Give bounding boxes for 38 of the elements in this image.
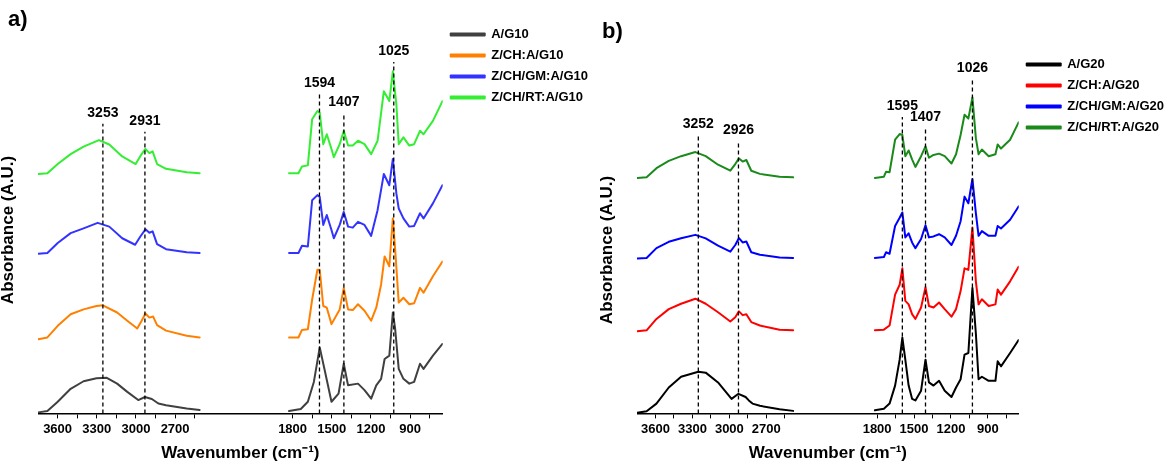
x-tick-label: 1200: [936, 420, 966, 436]
x-tick-label: 2700: [751, 420, 781, 436]
legend-label: Z/CH/RT:A/G20: [1067, 119, 1159, 135]
x-tick-label: 3000: [714, 420, 744, 436]
x-tick-label: 1800: [862, 420, 892, 436]
ref-line-label: 1026: [956, 59, 989, 76]
legend-label: Z/CH/GM:A/G10: [491, 68, 589, 84]
x-tick-label: 1800: [278, 420, 308, 436]
legend-label: Z/CH:A/G20: [1067, 77, 1140, 93]
x-tick-label: 3600: [641, 420, 670, 436]
x-tick-label: 1500: [899, 420, 929, 436]
y-axis-title: Absorbance (A.U.): [597, 175, 617, 325]
chart-title: a): [8, 6, 28, 32]
ref-line-label: 3253: [87, 103, 119, 120]
legend-label: Z/CH:A/G10: [491, 47, 564, 63]
x-tick-label: 3300: [677, 420, 707, 436]
ref-line-label: 1594: [303, 74, 336, 91]
ref-line-label: 1407: [328, 93, 360, 110]
legend-label: Z/CH/GM:A/G20: [1067, 98, 1165, 114]
x-axis-title: Wavenumber (cm⁻¹): [748, 442, 908, 462]
ref-line-label: 2931: [129, 111, 161, 128]
x-tick-label: 1200: [356, 420, 386, 436]
ref-line-label: 1025: [378, 41, 410, 58]
x-tick-label: 1500: [317, 420, 347, 436]
ref-line-label: 3252: [682, 115, 715, 132]
legend-label: A/G20: [1067, 56, 1105, 72]
ref-line-label: 2926: [722, 121, 755, 138]
legend-label: A/G10: [491, 26, 529, 42]
x-tick-label: 3300: [82, 420, 112, 436]
x-axis-title: Wavenumber (cm⁻¹): [161, 442, 320, 462]
y-axis-title: Absorbance (A.U.): [0, 155, 18, 305]
legend-label: Z/CH/RT:A/G10: [491, 89, 583, 105]
x-tick-label: 2700: [160, 420, 190, 436]
x-tick-label: 3600: [43, 420, 73, 436]
x-tick-label: 3000: [121, 420, 151, 436]
chart-title: b): [602, 18, 623, 44]
x-tick-label: 900: [977, 420, 999, 436]
x-tick-label: 900: [399, 420, 421, 436]
